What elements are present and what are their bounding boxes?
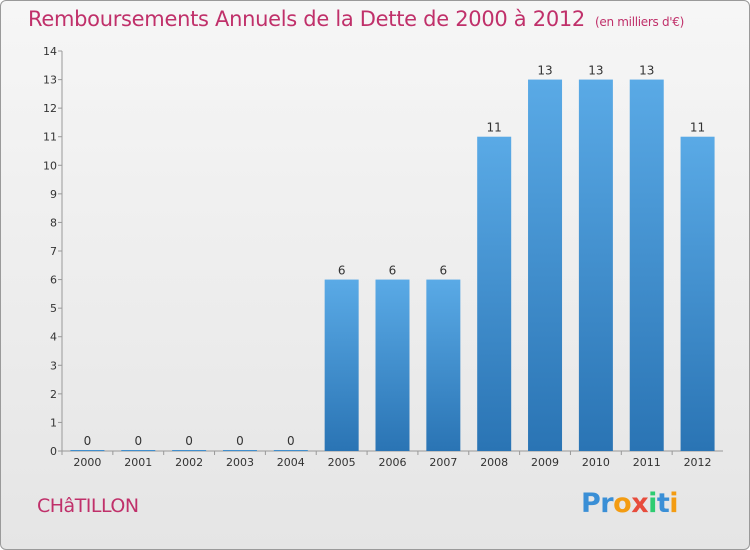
bar-2008 bbox=[477, 136, 512, 451]
y-tick-label: 9 bbox=[50, 188, 57, 201]
x-tick-label: 2002 bbox=[175, 456, 203, 469]
y-tick-label: 11 bbox=[43, 131, 57, 144]
data-label-2012: 11 bbox=[690, 121, 705, 135]
city-name: CHâTILLON bbox=[37, 495, 139, 517]
y-tick-label: 6 bbox=[50, 274, 57, 287]
bar-2007 bbox=[426, 279, 461, 451]
x-tick-label: 2005 bbox=[328, 456, 356, 469]
data-label-2006: 6 bbox=[389, 264, 397, 278]
x-tick-label: 2004 bbox=[277, 456, 305, 469]
chart-unit: (en milliers d'€) bbox=[595, 15, 685, 29]
y-tick-label: 3 bbox=[50, 359, 57, 372]
data-label-2001: 0 bbox=[134, 434, 142, 448]
proxiti-logo: Proxiti bbox=[581, 488, 679, 519]
y-tick-label: 5 bbox=[50, 302, 57, 315]
y-tick-label: 14 bbox=[43, 45, 57, 58]
bar-2005 bbox=[324, 279, 359, 451]
logo-letter: r bbox=[600, 488, 614, 519]
data-label-2007: 6 bbox=[440, 264, 448, 278]
logo-letter: o bbox=[613, 488, 632, 519]
y-tick-label: 10 bbox=[43, 159, 57, 172]
x-tick-label: 2010 bbox=[582, 456, 610, 469]
y-tick-label: 8 bbox=[50, 216, 57, 229]
data-label-2003: 0 bbox=[236, 434, 244, 448]
bar-2006 bbox=[375, 279, 410, 451]
bar-2009 bbox=[528, 79, 563, 452]
x-tick-label: 2012 bbox=[684, 456, 712, 469]
x-tick-label: 2008 bbox=[480, 456, 508, 469]
x-tick-label: 2011 bbox=[633, 456, 661, 469]
data-label-2004: 0 bbox=[287, 434, 295, 448]
y-tick-label: 7 bbox=[50, 245, 57, 258]
y-tick-label: 13 bbox=[43, 74, 57, 87]
data-label-2011: 13 bbox=[639, 64, 654, 78]
bar-2000 bbox=[70, 450, 105, 451]
logo-letter: i bbox=[669, 488, 679, 519]
logo-letter: t bbox=[656, 488, 670, 519]
y-tick-label: 4 bbox=[50, 331, 57, 344]
logo-letter: i bbox=[648, 488, 657, 519]
x-tick-label: 2003 bbox=[226, 456, 254, 469]
x-tick-label: 2009 bbox=[531, 456, 559, 469]
x-tick-label: 2006 bbox=[379, 456, 407, 469]
bar-2012 bbox=[680, 136, 715, 451]
y-tick-label: 1 bbox=[50, 416, 57, 429]
bar-2010 bbox=[578, 79, 613, 452]
x-tick-label: 2000 bbox=[73, 456, 101, 469]
bar-2003 bbox=[222, 450, 257, 451]
data-label-2005: 6 bbox=[338, 264, 346, 278]
data-label-2009: 13 bbox=[537, 64, 552, 78]
data-label-2000: 0 bbox=[84, 434, 92, 448]
bar-2001 bbox=[121, 450, 156, 451]
bar-2004 bbox=[273, 450, 308, 451]
data-label-2008: 11 bbox=[487, 121, 502, 135]
bar-2002 bbox=[172, 450, 207, 451]
chart-title-text: Remboursements Annuels de la Dette de 20… bbox=[28, 7, 585, 31]
bar-2011 bbox=[629, 79, 664, 452]
y-tick-label: 0 bbox=[50, 445, 57, 458]
logo-letter: x bbox=[631, 488, 649, 519]
x-tick-label: 2007 bbox=[429, 456, 457, 469]
data-label-2010: 13 bbox=[588, 64, 603, 78]
logo-letter: P bbox=[581, 488, 601, 519]
chart-title: Remboursements Annuels de la Dette de 20… bbox=[28, 7, 684, 31]
x-tick-label: 2001 bbox=[124, 456, 152, 469]
y-tick-label: 2 bbox=[50, 388, 57, 401]
y-tick-label: 12 bbox=[43, 102, 57, 115]
data-label-2002: 0 bbox=[185, 434, 193, 448]
